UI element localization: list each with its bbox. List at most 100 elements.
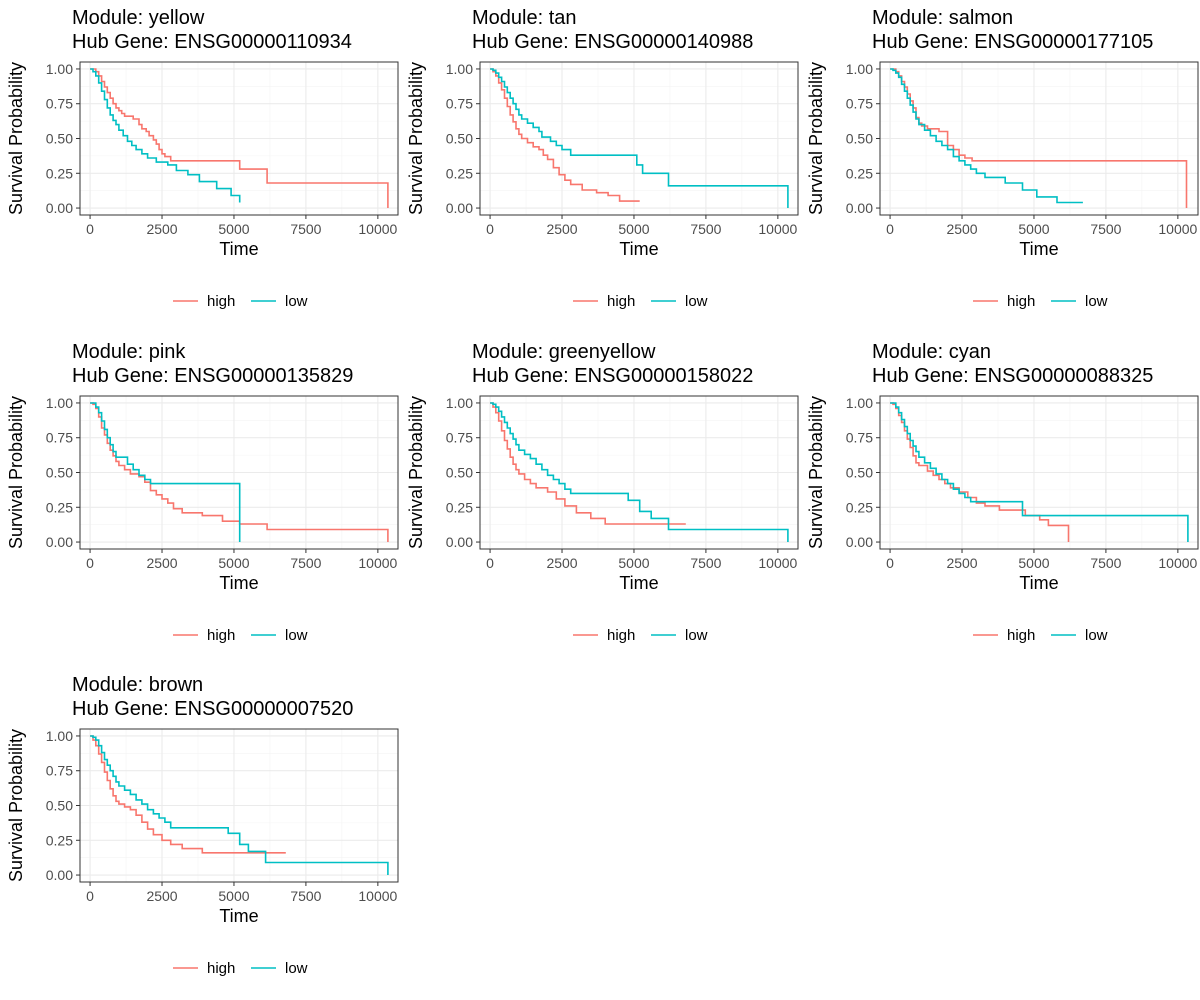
x-tick-label: 7500 bbox=[690, 221, 721, 237]
y-axis-title: Survival Probability bbox=[6, 396, 26, 549]
y-tick-label: 0.50 bbox=[446, 465, 473, 481]
y-tick-label: 0.00 bbox=[846, 534, 873, 550]
legend: high low bbox=[173, 293, 308, 310]
y-axis-title: Survival Probability bbox=[6, 62, 26, 215]
survival-curve-high bbox=[490, 402, 686, 525]
x-tick-label: 2500 bbox=[146, 888, 177, 904]
panel-title: Module: greenyellow bbox=[472, 341, 656, 363]
x-tick-label: 10000 bbox=[358, 555, 397, 571]
survival-curve-low bbox=[490, 68, 789, 208]
y-tick-label: 0.25 bbox=[846, 165, 873, 181]
survival-curve-low bbox=[490, 402, 789, 542]
y-tick-label: 1.00 bbox=[846, 61, 873, 77]
x-tick-label: 10000 bbox=[758, 221, 797, 237]
legend-label-low: low bbox=[1085, 627, 1108, 644]
survival-curve-high bbox=[890, 402, 1070, 542]
legend: high low bbox=[973, 293, 1108, 310]
x-tick-label: 0 bbox=[86, 221, 94, 237]
y-tick-label: 0.75 bbox=[446, 96, 473, 112]
y-tick-label: 0.25 bbox=[846, 499, 873, 515]
panel-title: Module: tan bbox=[472, 7, 577, 29]
y-tick-label: 1.00 bbox=[846, 395, 873, 411]
y-tick-label: 0.50 bbox=[46, 798, 73, 814]
survival-curve-low bbox=[890, 402, 1189, 542]
y-tick-label: 0.75 bbox=[46, 430, 73, 446]
x-tick-label: 10000 bbox=[358, 888, 397, 904]
y-axis-title: Survival Probability bbox=[406, 62, 426, 215]
x-tick-label: 5000 bbox=[218, 555, 249, 571]
y-tick-label: 0.50 bbox=[46, 465, 73, 481]
panel-subtitle: Hub Gene: ENSG00000135829 bbox=[72, 365, 353, 387]
survival-curve-high bbox=[90, 68, 389, 208]
x-tick-label: 7500 bbox=[290, 221, 321, 237]
panel-subtitle: Hub Gene: ENSG00000140988 bbox=[472, 31, 753, 53]
x-tick-label: 0 bbox=[886, 555, 894, 571]
x-tick-label: 2500 bbox=[546, 221, 577, 237]
legend: high low bbox=[173, 627, 308, 644]
x-tick-label: 7500 bbox=[1090, 221, 1121, 237]
x-tick-label: 5000 bbox=[1018, 221, 1049, 237]
x-axis-title: Time bbox=[1019, 573, 1058, 593]
x-tick-label: 5000 bbox=[618, 555, 649, 571]
y-tick-label: 0.25 bbox=[46, 165, 73, 181]
legend-label-low: low bbox=[1085, 293, 1108, 310]
y-tick-label: 0.75 bbox=[46, 96, 73, 112]
panel-subtitle: Hub Gene: ENSG00000110934 bbox=[72, 31, 352, 53]
x-tick-label: 2500 bbox=[946, 555, 977, 571]
x-tick-label: 5000 bbox=[218, 888, 249, 904]
panel-title: Module: brown bbox=[72, 674, 203, 696]
x-tick-label: 0 bbox=[86, 888, 94, 904]
panel-title: Module: salmon bbox=[872, 7, 1013, 29]
x-tick-label: 0 bbox=[486, 221, 494, 237]
x-tick-label: 10000 bbox=[1158, 555, 1197, 571]
y-tick-label: 0.00 bbox=[46, 200, 73, 216]
panel-subtitle: Hub Gene: ENSG00000177105 bbox=[872, 31, 1153, 53]
x-axis-title: Time bbox=[219, 573, 258, 593]
y-tick-label: 0.00 bbox=[446, 200, 473, 216]
y-tick-label: 1.00 bbox=[46, 728, 73, 744]
survival-curve-high bbox=[490, 68, 640, 202]
panel-title: Module: pink bbox=[72, 341, 186, 363]
y-tick-label: 0.25 bbox=[46, 499, 73, 515]
x-tick-label: 0 bbox=[86, 555, 94, 571]
x-axis-title: Time bbox=[219, 239, 258, 259]
y-tick-label: 1.00 bbox=[46, 61, 73, 77]
x-tick-label: 2500 bbox=[146, 555, 177, 571]
x-tick-label: 0 bbox=[486, 555, 494, 571]
y-tick-label: 0.00 bbox=[46, 867, 73, 883]
legend-label-high: high bbox=[607, 293, 635, 310]
panel-title: Module: cyan bbox=[872, 341, 991, 363]
legend: high low bbox=[173, 960, 308, 977]
y-tick-label: 0.50 bbox=[446, 131, 473, 147]
y-tick-label: 0.75 bbox=[46, 763, 73, 779]
y-tick-label: 0.00 bbox=[446, 534, 473, 550]
y-tick-label: 0.75 bbox=[846, 430, 873, 446]
legend-label-high: high bbox=[207, 293, 235, 310]
survival-curve-high bbox=[90, 735, 286, 854]
survival-curve-low bbox=[890, 68, 1083, 204]
y-tick-label: 1.00 bbox=[446, 395, 473, 411]
y-tick-label: 0.25 bbox=[446, 165, 473, 181]
x-tick-label: 5000 bbox=[618, 221, 649, 237]
y-tick-label: 0.25 bbox=[46, 832, 73, 848]
legend-label-low: low bbox=[685, 627, 708, 644]
legend: high low bbox=[973, 627, 1108, 644]
survival-curve-low bbox=[90, 735, 389, 875]
y-tick-label: 0.00 bbox=[846, 200, 873, 216]
y-tick-label: 1.00 bbox=[446, 61, 473, 77]
y-axis-title: Survival Probability bbox=[806, 396, 826, 549]
x-tick-label: 10000 bbox=[358, 221, 397, 237]
y-tick-label: 0.25 bbox=[446, 499, 473, 515]
legend: high low bbox=[573, 293, 708, 310]
x-tick-label: 7500 bbox=[290, 888, 321, 904]
x-axis-title: Time bbox=[619, 239, 658, 259]
legend-label-high: high bbox=[1007, 627, 1035, 644]
x-tick-label: 2500 bbox=[546, 555, 577, 571]
